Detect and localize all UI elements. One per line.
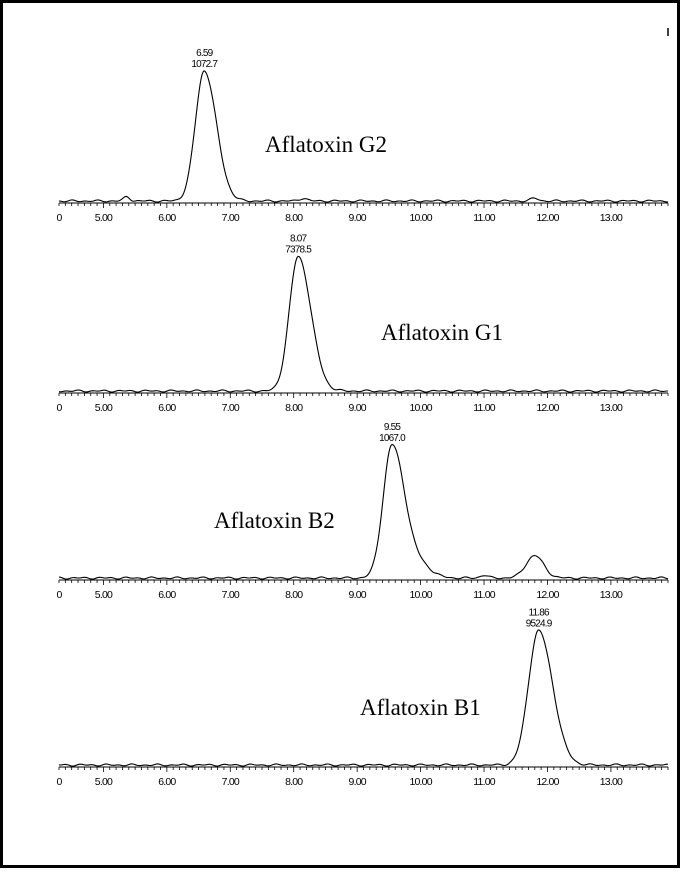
x-tick-label: 12.00	[536, 212, 559, 224]
compound-label: Aflatoxin G1	[381, 320, 503, 345]
x-tick-label: 13.00	[600, 589, 623, 601]
x-tick-label: 5.00	[95, 589, 113, 601]
x-tick-label: 5.00	[95, 776, 113, 788]
compound-label: Aflatoxin B2	[214, 508, 335, 533]
peak-retention-time: 11.86	[528, 608, 550, 619]
peak-retention-time: 9.55	[384, 422, 402, 433]
x-tick-label: 10.00	[409, 402, 432, 414]
x-tick-label: 12.00	[536, 589, 559, 601]
x-tick-label: 9.00	[349, 212, 367, 224]
x-tick-label: 10.00	[409, 589, 432, 601]
x-tick-label: 6.00	[158, 402, 176, 414]
x-tick-label-edge: 0	[56, 402, 62, 414]
x-tick-label: 11.00	[473, 589, 495, 601]
peak-area: 1067.0	[379, 433, 406, 444]
peak-area: 9524.9	[526, 619, 553, 630]
x-tick-label-edge: 0	[56, 589, 62, 601]
chromatogram-trace	[58, 70, 669, 203]
x-tick-label-edge: 0	[56, 776, 62, 788]
chromatogram-trace	[58, 255, 669, 393]
x-tick-label-edge: 0	[56, 212, 62, 224]
x-tick-label: 11.00	[473, 212, 495, 224]
x-tick-label: 9.00	[349, 589, 367, 601]
x-tick-label: 6.00	[158, 212, 176, 224]
x-tick-label: 8.00	[285, 589, 303, 601]
x-tick-label: 8.00	[285, 402, 303, 414]
x-tick-label: 13.00	[600, 776, 623, 788]
x-tick-label: 10.00	[409, 212, 432, 224]
x-tick-label: 5.00	[95, 212, 113, 224]
chromatogram-trace	[58, 629, 669, 767]
x-tick-label: 8.00	[285, 776, 303, 788]
x-tick-label: 6.00	[158, 776, 176, 788]
x-tick-label: 9.00	[349, 776, 367, 788]
x-tick-label: 9.00	[349, 402, 367, 414]
x-tick-label: 12.00	[536, 776, 559, 788]
x-tick-label: 7.00	[222, 589, 240, 601]
x-tick-label: 6.00	[158, 589, 176, 601]
x-tick-label: 8.00	[285, 212, 303, 224]
x-tick-label: 13.00	[600, 212, 623, 224]
x-tick-label: 7.00	[222, 212, 240, 224]
x-tick-label: 11.00	[473, 402, 495, 414]
peak-area: 7378.5	[285, 245, 312, 256]
compound-label: Aflatoxin G2	[265, 132, 387, 157]
x-tick-label: 13.00	[600, 402, 623, 414]
peak-retention-time: 6.59	[196, 48, 214, 59]
x-tick-label: 11.00	[473, 776, 495, 788]
compound-label: Aflatoxin B1	[360, 695, 481, 720]
chromatogram-trace	[58, 443, 669, 580]
x-tick-label: 7.00	[222, 776, 240, 788]
peak-area: 1072.7	[191, 59, 218, 70]
x-tick-label: 12.00	[536, 402, 559, 414]
x-tick-label: 10.00	[409, 776, 432, 788]
x-tick-label: 7.00	[222, 402, 240, 414]
x-tick-label: 5.00	[95, 402, 113, 414]
peak-retention-time: 8.07	[290, 234, 308, 245]
